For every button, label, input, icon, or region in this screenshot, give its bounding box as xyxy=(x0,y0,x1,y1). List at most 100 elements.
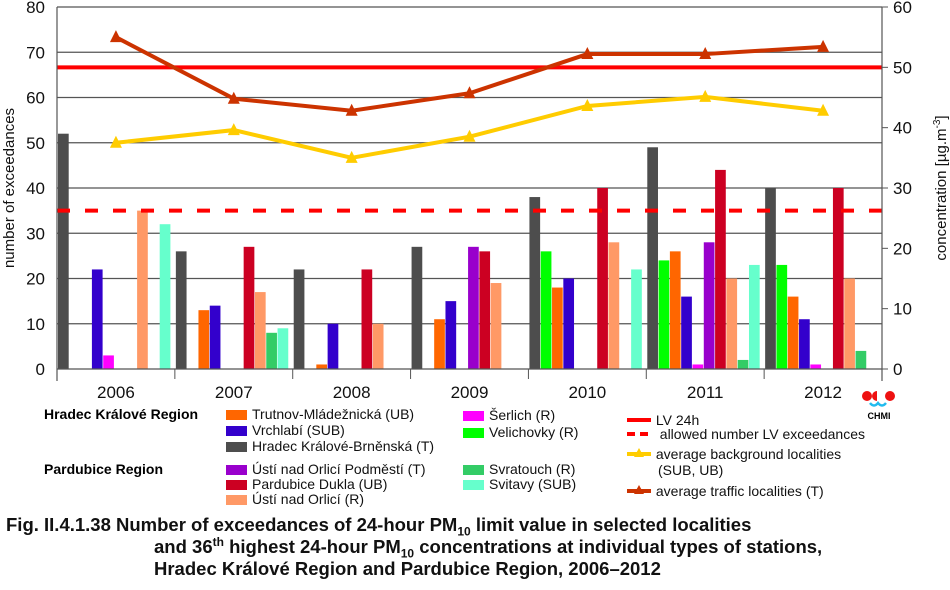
bar xyxy=(529,197,541,369)
y-axis-label: number of exceedances xyxy=(1,108,18,268)
chart: 0 10 20 30 40 50 60 70 80 0 10 20 30 40 50 60 2006 2007 20… xyxy=(1,0,950,400)
figure-caption: Fig. II.4.1.38 Number of exceedances of … xyxy=(6,514,822,580)
y-right-tick-label: 30 xyxy=(893,179,912,198)
y-tick-label: 80 xyxy=(26,0,45,17)
legend-swatch xyxy=(463,480,484,491)
bar xyxy=(832,188,844,369)
bar xyxy=(844,278,855,369)
bar xyxy=(799,319,810,369)
triangle-marker xyxy=(817,39,830,52)
y-tick-label: 0 xyxy=(36,360,45,379)
y-right-tick-label: 0 xyxy=(893,360,902,379)
legend-swatch xyxy=(226,465,247,476)
legend-item: Trutnov-Mládežnická (UB) xyxy=(226,406,414,422)
triangle-marker xyxy=(699,89,712,102)
bar xyxy=(715,169,726,369)
bar xyxy=(434,319,445,369)
x-tick-label: 2012 xyxy=(804,383,842,400)
x-tick-label: 2006 xyxy=(97,383,135,400)
bar xyxy=(137,210,148,369)
legend-swatch xyxy=(226,480,247,491)
bar xyxy=(159,224,171,369)
bar xyxy=(316,364,328,369)
bar xyxy=(411,246,423,369)
x-tick-label: 2009 xyxy=(451,383,489,400)
bar xyxy=(726,278,738,369)
legend-line-dashed xyxy=(627,432,651,436)
bar xyxy=(647,147,658,369)
legend-line-triangle-yellow xyxy=(627,448,651,457)
legend-item: Šerlich (R) xyxy=(463,407,555,423)
bar xyxy=(361,269,373,369)
legend-item: Svitavy (SUB) xyxy=(463,476,576,492)
bar xyxy=(855,350,867,369)
bar xyxy=(703,242,715,369)
bar xyxy=(748,264,760,369)
legend-item: Velichovky (R) xyxy=(463,424,578,440)
triangle-marker xyxy=(581,98,594,111)
bar xyxy=(787,296,799,369)
legend-region-hradec: Hradec Králové Region xyxy=(44,406,199,422)
bar xyxy=(692,364,704,369)
legend-item: Vrchlabí (SUB) xyxy=(226,422,345,438)
legend-item: Hradec Králové-Brněnská (T) xyxy=(226,438,434,454)
y-tick-label: 40 xyxy=(26,179,45,198)
legend-swatch xyxy=(226,410,247,421)
y-tick-label: 10 xyxy=(26,315,45,334)
bar xyxy=(327,323,339,369)
bar xyxy=(293,269,305,369)
triangle-marker xyxy=(109,30,122,43)
y-right-tick-label: 60 xyxy=(893,0,912,17)
bar xyxy=(490,283,502,369)
legend-item-traffic: average traffic localities (T) xyxy=(626,483,824,499)
y-tick-label: 50 xyxy=(26,134,45,153)
bar xyxy=(658,260,670,369)
bar xyxy=(608,242,620,369)
legend-item-lv24h: LV 24h xyxy=(626,412,699,428)
legend-item: Svratouch (R) xyxy=(463,461,575,477)
triangle-marker xyxy=(817,103,830,116)
x-tick-label: 2011 xyxy=(687,383,724,400)
legend-line-triangle-brown xyxy=(627,485,651,494)
legend-swatch xyxy=(463,428,484,439)
bar xyxy=(540,251,552,369)
caption-line-2: and 36th highest 24-hour PM10 concentrat… xyxy=(154,534,823,561)
bar xyxy=(243,246,255,369)
y-tick-label: 30 xyxy=(26,224,45,243)
triangle-marker xyxy=(699,47,712,60)
triangle-marker xyxy=(227,123,240,136)
bar xyxy=(91,269,103,369)
triangle-marker xyxy=(345,150,358,163)
y-right-tick-label: 20 xyxy=(893,239,912,258)
x-tick-label: 2008 xyxy=(333,383,371,400)
legend-region-pardubice: Pardubice Region xyxy=(44,461,164,477)
bar xyxy=(372,323,384,369)
y-right-tick-label: 50 xyxy=(893,58,912,77)
triangle-marker xyxy=(463,129,476,142)
legend-swatch xyxy=(226,426,247,437)
bar xyxy=(681,296,692,369)
bar xyxy=(552,287,563,369)
chmi-logo-icon xyxy=(862,391,895,407)
legend-swatch xyxy=(463,465,484,476)
bar xyxy=(277,328,289,369)
y-tick-label: 20 xyxy=(26,270,45,289)
caption-line-1: Fig. II.4.1.38 Number of exceedances of … xyxy=(6,514,752,539)
caption-line-3: Hradec Králové Region and Pardubice Regi… xyxy=(154,558,661,579)
legend-item: Pardubice Dukla (UB) xyxy=(226,476,387,492)
y-right-tick-label: 10 xyxy=(893,300,912,319)
triangle-marker xyxy=(463,86,476,99)
bar xyxy=(597,188,608,369)
triangle-marker xyxy=(345,103,358,116)
bar xyxy=(254,292,266,369)
series-line xyxy=(115,94,824,160)
x-tick-label: 2007 xyxy=(215,383,253,400)
bar xyxy=(175,251,187,369)
y-right-tick-label: 40 xyxy=(893,119,912,138)
legend-swatch xyxy=(226,442,247,453)
legend-item-background: average background localities (SUB, UB) xyxy=(626,446,841,478)
bar xyxy=(810,364,822,369)
bar xyxy=(58,133,69,369)
y-axis-right-label: concentration [µg.m-3] xyxy=(932,115,950,260)
